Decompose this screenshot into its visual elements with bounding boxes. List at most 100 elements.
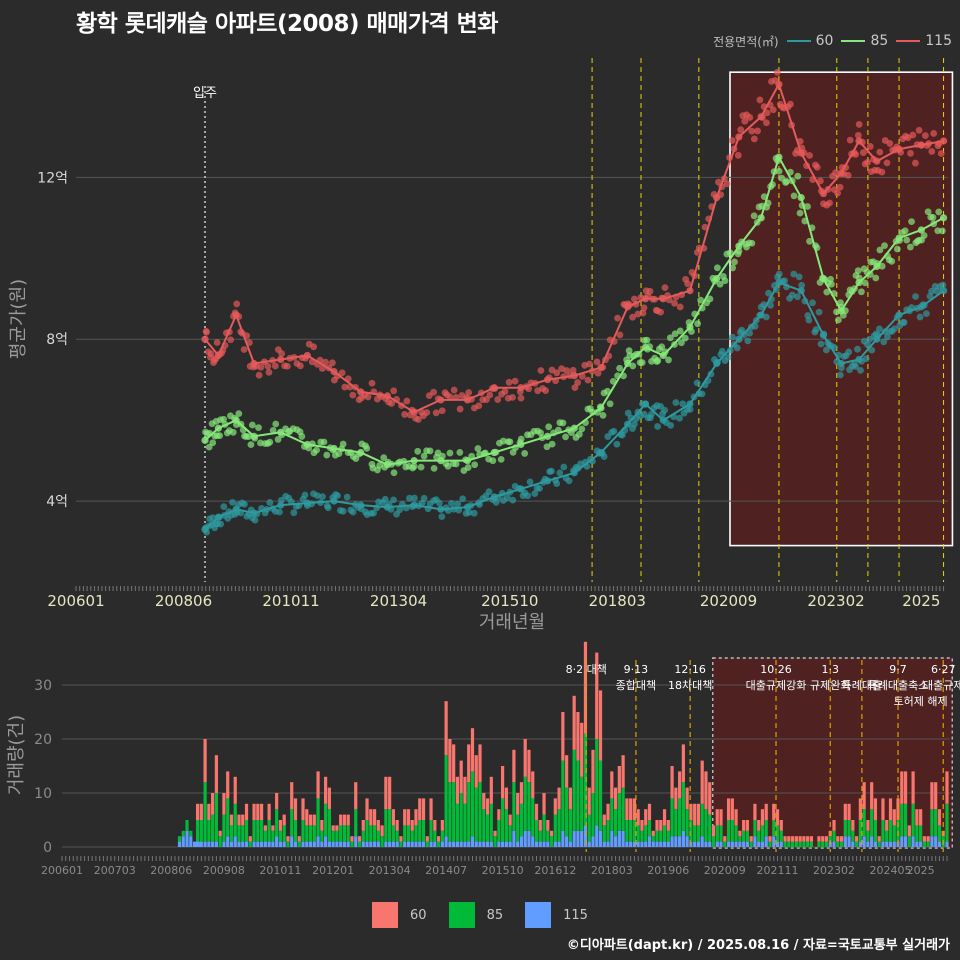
price-point — [935, 208, 943, 216]
price-legend: 전용면적(㎡) 60 85 115 — [713, 32, 952, 50]
volume-bar-115 — [516, 841, 520, 847]
volume-bar-60 — [376, 820, 380, 831]
volume-bar-115 — [211, 841, 215, 847]
volume-bar-60 — [877, 836, 881, 842]
price-line — [204, 281, 945, 531]
price-point — [542, 387, 550, 394]
price-point — [697, 296, 705, 304]
price-point — [471, 461, 479, 469]
volume-bar-85 — [693, 825, 697, 842]
volume-bar-85 — [271, 830, 275, 842]
volume-bar-115 — [542, 841, 546, 847]
price-point — [343, 493, 351, 501]
price-point — [854, 131, 862, 139]
volume-bar-85 — [185, 820, 189, 831]
price-point — [750, 212, 758, 220]
price-point — [629, 313, 636, 321]
price-point — [584, 376, 592, 384]
price-point — [630, 295, 638, 303]
volume-bar-85 — [900, 803, 904, 837]
volume-bar-85 — [538, 830, 542, 842]
policy-label: 8·2 대책 — [566, 663, 607, 676]
price-point — [854, 267, 862, 275]
price-point — [881, 242, 888, 250]
price-point — [859, 149, 867, 156]
price-point — [571, 384, 579, 392]
price-point — [718, 347, 726, 355]
volume-bar-85 — [399, 841, 403, 847]
volume-bar-85 — [237, 825, 241, 842]
volume-bar-60 — [568, 787, 572, 810]
volume-bar-85 — [930, 809, 934, 837]
price-point — [524, 492, 532, 500]
price-point — [861, 279, 869, 287]
volume-bar-85 — [866, 830, 870, 842]
price-point — [454, 500, 462, 508]
volume-bar-60 — [282, 814, 286, 826]
price-point — [630, 420, 638, 428]
volume-bar-85 — [531, 798, 535, 837]
volume-bar-60 — [508, 814, 512, 826]
price-point — [795, 273, 803, 281]
volume-bar-85 — [455, 803, 460, 842]
volume-bar-60 — [504, 787, 508, 810]
price-point — [888, 257, 896, 265]
price-point — [746, 114, 754, 121]
volume-bar-60 — [516, 793, 520, 815]
volume-bar-60 — [798, 836, 802, 842]
volume-bar-60 — [459, 760, 463, 793]
volume-legend-item-115: 115 — [525, 902, 588, 928]
volume-bar-60 — [749, 836, 753, 842]
price-point — [756, 96, 764, 104]
price-point — [893, 245, 901, 253]
price-point — [417, 463, 425, 471]
price-point — [203, 328, 210, 336]
volume-bar-85 — [945, 803, 949, 842]
price-point — [489, 457, 497, 465]
price-point — [929, 214, 937, 221]
volume-bar-115 — [199, 841, 203, 847]
volume-bar-60 — [576, 712, 580, 761]
volume-bar-115 — [388, 841, 392, 847]
volume-bar-60 — [297, 836, 301, 842]
price-point — [862, 355, 870, 363]
volume-bar-115 — [504, 841, 508, 847]
volume-bar-85 — [557, 809, 561, 842]
price-point — [866, 143, 874, 150]
price-point — [698, 390, 706, 398]
price-point — [823, 288, 831, 296]
price-point — [733, 344, 741, 352]
price-point — [855, 120, 863, 128]
volume-bar-115 — [275, 836, 279, 847]
price-point — [676, 303, 684, 311]
volume-bar-60 — [681, 744, 685, 783]
volume-bar-85 — [613, 809, 618, 837]
volume-bar-60 — [851, 820, 855, 831]
volume-bar-60 — [489, 776, 493, 804]
price-point — [217, 520, 225, 528]
price-point — [726, 249, 734, 257]
volume-bar-85 — [444, 755, 448, 837]
volume-bar-85 — [290, 809, 294, 837]
volume-bar-115 — [858, 841, 862, 847]
volume-bar-115 — [919, 841, 923, 847]
price-point — [319, 493, 326, 501]
volume-bar-115 — [331, 841, 335, 847]
volume-bar-60 — [708, 782, 712, 815]
volume-bar-115 — [565, 836, 569, 847]
volume-bar-85 — [263, 830, 267, 842]
price-point — [464, 464, 472, 471]
price-point — [804, 203, 811, 210]
volume-bar-85 — [425, 841, 429, 847]
price-point — [438, 513, 446, 521]
volume-bar-115 — [674, 836, 678, 847]
volume-bar-60 — [195, 803, 200, 820]
volume-bar-60 — [580, 722, 584, 777]
price-point — [420, 494, 428, 502]
volume-bar-60 — [836, 836, 840, 842]
legend-label-60: 60 — [815, 33, 834, 49]
volume-bar-85 — [726, 820, 731, 842]
price-point — [438, 407, 446, 415]
price-point — [614, 314, 621, 322]
price-point — [613, 440, 621, 448]
